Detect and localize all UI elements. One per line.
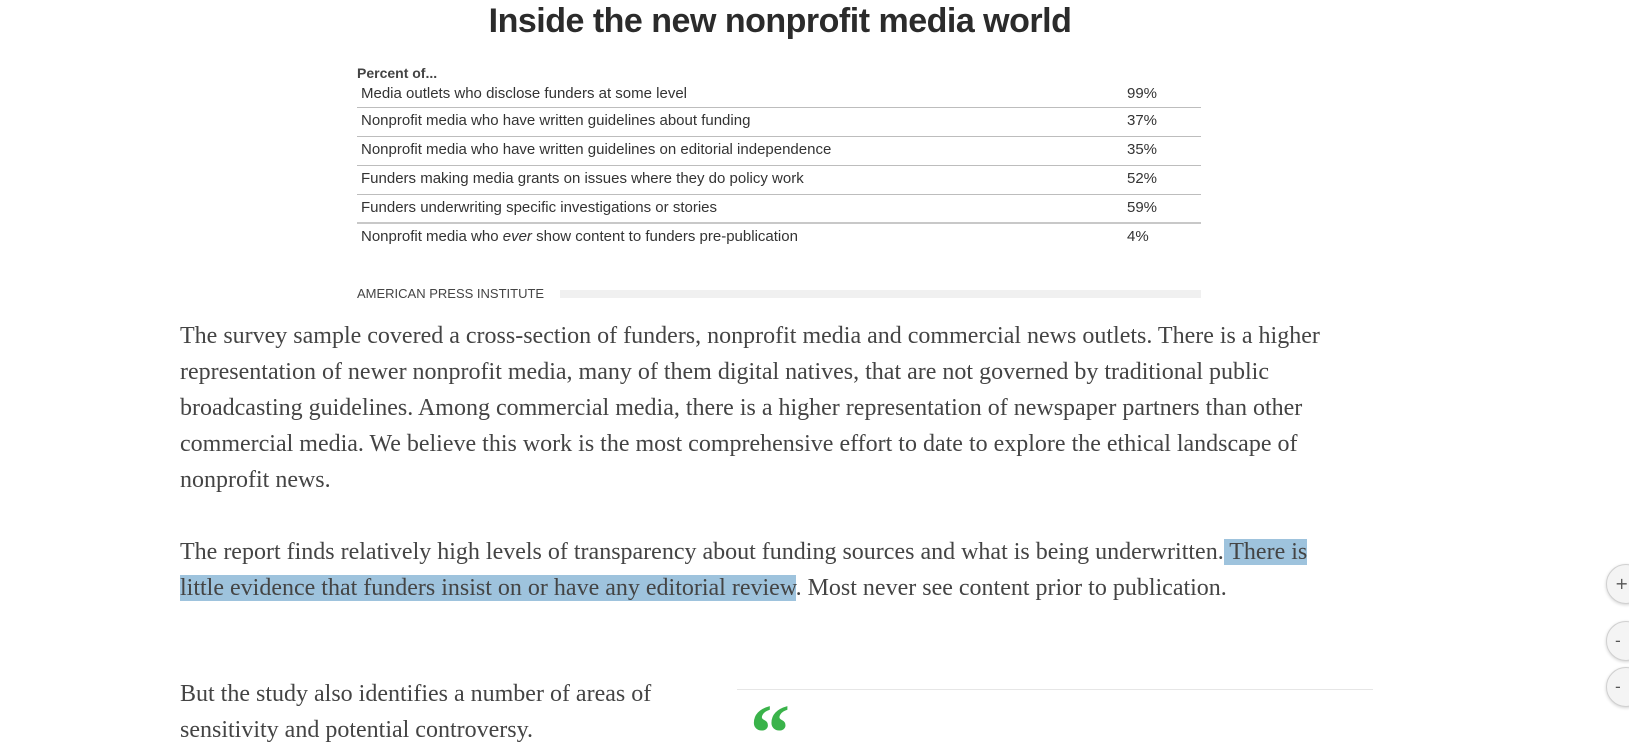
row-value: 52% [1127, 170, 1158, 187]
share-button[interactable]: + [1606, 564, 1629, 604]
table-row: Nonprofit media who have written guideli… [357, 108, 1201, 137]
row-value: 4% [1127, 228, 1149, 245]
chart-title: Inside the new nonprofit media world [488, 2, 1072, 40]
collapse-button[interactable]: - [1606, 667, 1629, 707]
source-divider [560, 289, 1201, 298]
row-value: 99% [1127, 85, 1158, 102]
row-label-start: Nonprofit media who [361, 228, 503, 245]
row-label: Nonprofit media who have written guideli… [361, 112, 751, 129]
collapse-button[interactable]: - [1606, 621, 1629, 661]
chart-source: AMERICAN PRESS INSTITUTE [357, 286, 1201, 301]
collapse-icon: - [1615, 677, 1621, 696]
row-label: Nonprofit media who have written guideli… [361, 141, 832, 158]
table-row: Media outlets who disclose funders at so… [357, 82, 1201, 108]
article-paragraph: The survey sample covered a cross-sectio… [180, 323, 1320, 493]
article-paragraph: But the study also identifies a number o… [180, 681, 652, 743]
table-row: Nonprofit media who have written guideli… [357, 137, 1201, 166]
table-row: Funders making media grants on issues wh… [357, 166, 1201, 195]
row-label-emphasis: ever [502, 228, 532, 245]
table-row: Nonprofit media who ever show content to… [357, 224, 1201, 253]
row-label: Funders making media grants on issues wh… [361, 170, 804, 187]
row-label: Funders underwriting specific investigat… [361, 199, 717, 216]
pull-quote-divider [737, 689, 1373, 690]
data-table: Percent of... Media outlets who disclose… [357, 64, 1201, 253]
collapse-icon: - [1615, 631, 1621, 650]
source-label: AMERICAN PRESS INSTITUTE [357, 286, 545, 301]
quote-icon: “ [750, 690, 790, 752]
article-paragraph: The report finds relatively high levels … [180, 534, 1350, 606]
table-caption: Percent of... [357, 65, 438, 81]
row-label: Media outlets who disclose funders at so… [361, 85, 688, 102]
row-value: 59% [1127, 199, 1158, 216]
paragraph-text: The report finds relatively high levels … [180, 539, 1224, 565]
table-row: Funders underwriting specific investigat… [357, 195, 1201, 224]
row-label-end: show content to funders pre-publication [531, 228, 798, 245]
share-icon: + [1615, 574, 1629, 593]
row-label: Nonprofit media who ever show content to… [357, 224, 1127, 253]
row-value: 37% [1127, 112, 1158, 129]
paragraph-text: . Most never see content prior to public… [795, 575, 1227, 601]
row-value: 35% [1127, 141, 1158, 158]
